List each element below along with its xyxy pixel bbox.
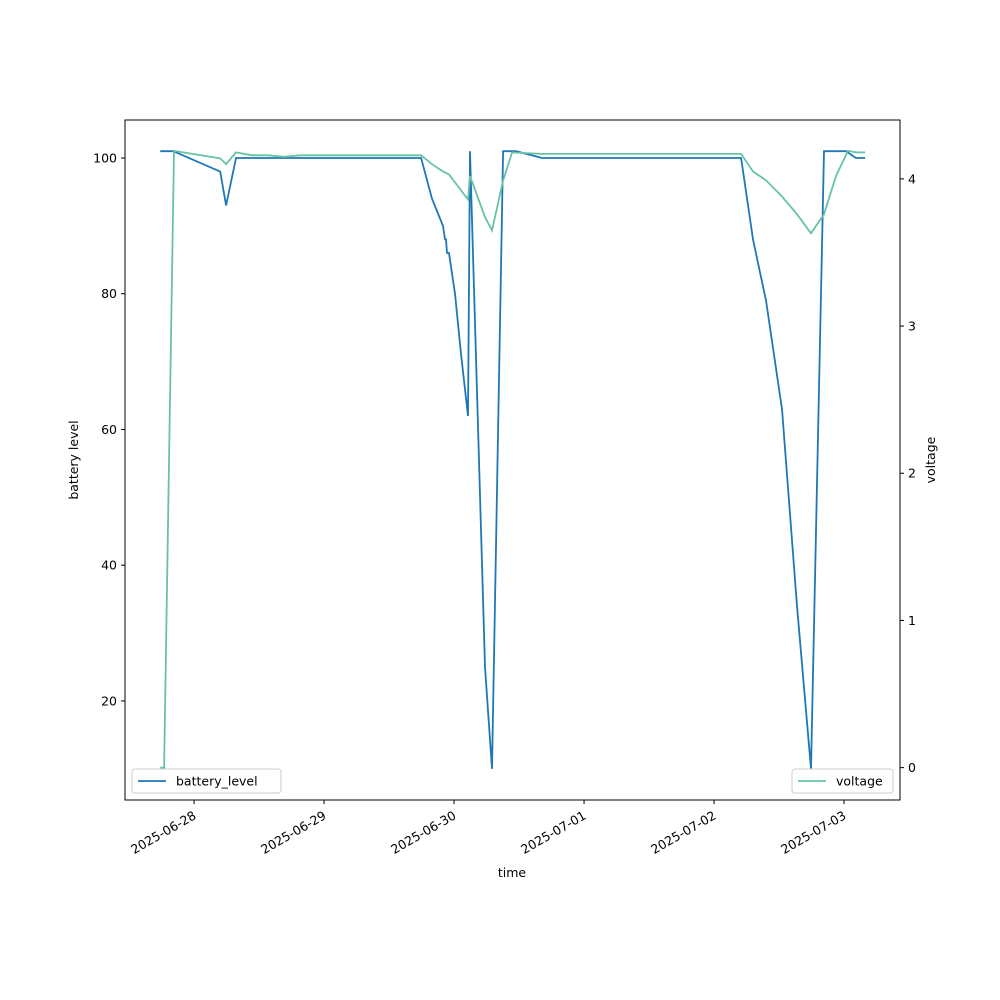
x-tick-label: 2025-07-01 [518,808,588,857]
y2-axis-label: voltage [923,436,938,483]
x-tick-label: 2025-06-28 [128,808,198,857]
y2-tick-label: 3 [908,319,916,334]
y-tick-label: 100 [93,151,117,166]
y2-tick-label: 1 [908,613,916,628]
legend-box [791,768,894,794]
x-axis-label: time [498,865,527,880]
x-tick-label: 2025-07-03 [778,808,848,857]
legend-box [131,768,282,794]
y2-tick-label: 0 [908,760,916,775]
y-tick-label: 60 [101,422,117,437]
x-tick-label: 2025-06-29 [258,808,328,857]
y2-tick-label: 4 [908,171,916,186]
legend-label: battery_level [176,774,258,789]
x-tick-label: 2025-07-02 [648,808,718,857]
line [160,150,866,769]
y-tick-label: 20 [101,693,117,708]
legend-label: voltage [836,774,883,789]
y2-tick-label: 2 [908,466,916,481]
y-axis-label: battery level [66,420,81,499]
line [160,149,866,769]
x-tick-label: 2025-06-30 [388,808,458,857]
plot-frame [124,119,901,801]
y-tick-label: 80 [101,286,117,301]
y-tick-label: 40 [101,558,117,573]
